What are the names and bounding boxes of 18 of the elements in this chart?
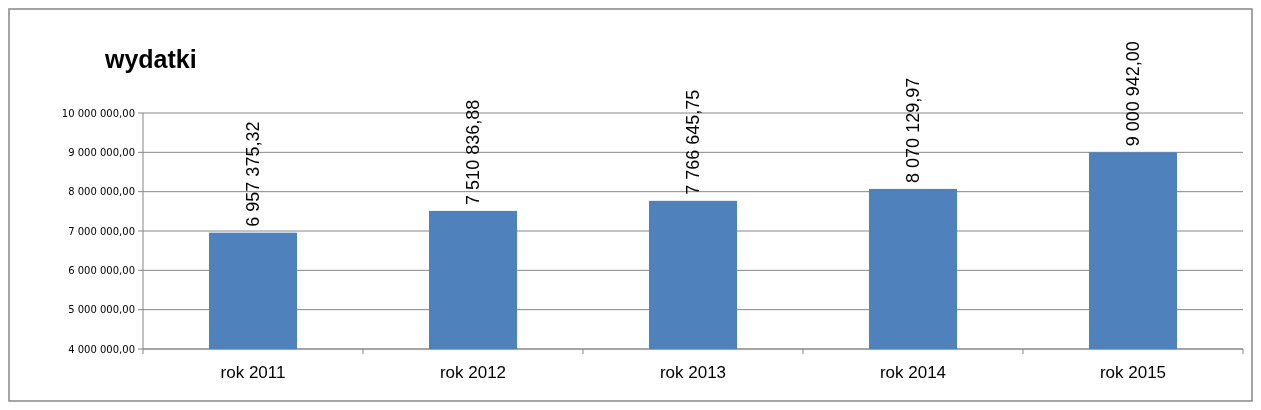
- y-tick-label: 9 000 000,00: [68, 146, 135, 158]
- data-label: 8 070 129,97: [903, 77, 924, 183]
- y-tick-label: 10 000 000,00: [61, 107, 135, 119]
- x-tick-label: rok 2015: [1099, 363, 1167, 382]
- y-tick-label: 5 000 000,00: [68, 304, 135, 316]
- x-tick-label: rok 2011: [220, 363, 286, 382]
- y-tick-label: 7 000 000,00: [68, 225, 135, 237]
- data-label: 7 510 836,88: [463, 99, 484, 205]
- x-tick-label: rok 2013: [659, 363, 727, 382]
- y-tick-label: 6 000 000,00: [68, 264, 135, 276]
- x-tick-label: rok 2012: [439, 363, 507, 382]
- x-tick-label: rok 2014: [879, 363, 947, 382]
- chart-title: wydatki: [104, 45, 197, 73]
- data-label: 9 000 942,00: [1123, 41, 1144, 147]
- data-label: 6 957 375,32: [243, 121, 264, 227]
- y-tick-label: 4 000 000,00: [68, 343, 135, 355]
- y-tick-label: 8 000 000,00: [68, 186, 135, 198]
- data-label: 7 766 645,75: [683, 89, 704, 195]
